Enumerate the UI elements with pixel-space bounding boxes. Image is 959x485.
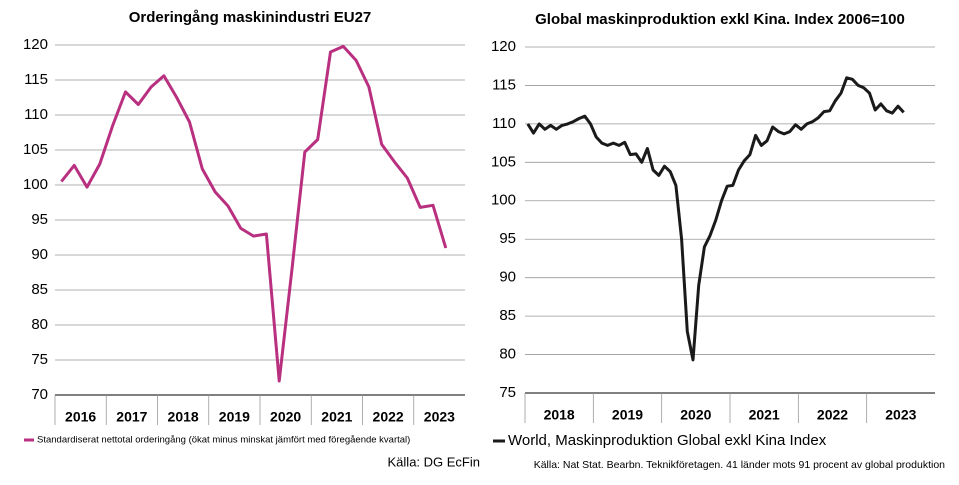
source-note: Källa: Nat Stat. Bearbn. Teknikföretagen… xyxy=(534,459,945,471)
y-tick-label: 95 xyxy=(499,230,516,247)
x-tick-label: 2022 xyxy=(817,407,848,423)
x-tick-label: 2020 xyxy=(270,409,301,425)
y-tick-label: 105 xyxy=(491,153,516,170)
x-tick-label: 2021 xyxy=(749,407,780,423)
x-tick-label: 2023 xyxy=(424,409,455,425)
y-tick-label: 115 xyxy=(492,76,516,93)
x-tick-label: 2021 xyxy=(321,409,352,425)
y-tick-label: 80 xyxy=(31,316,48,333)
x-tick-label: 2016 xyxy=(65,409,96,425)
y-tick-label: 70 xyxy=(31,386,48,403)
y-tick-label: 85 xyxy=(499,307,516,324)
y-tick-label: 120 xyxy=(491,38,516,55)
y-tick-label: 85 xyxy=(31,281,48,298)
x-tick-label: 2018 xyxy=(544,407,575,423)
x-tick-label: 2020 xyxy=(680,407,711,423)
legend-label: World, Maskinproduktion Global exkl Kina… xyxy=(508,432,827,449)
x-tick-label: 2019 xyxy=(612,407,643,423)
x-tick-label: 2018 xyxy=(168,409,199,425)
y-tick-label: 90 xyxy=(499,269,516,286)
y-tick-label: 100 xyxy=(491,192,516,209)
source-note: Källa: DG EcFin xyxy=(388,454,480,469)
y-tick-label: 95 xyxy=(31,211,48,228)
data-line xyxy=(60,44,448,383)
x-tick-label: 2022 xyxy=(373,409,404,425)
chart-title: Orderingång maskinindustri EU27 xyxy=(129,9,372,26)
legend-label: Standardiserat nettotal orderingång (öka… xyxy=(37,435,410,446)
y-tick-label: 100 xyxy=(23,176,48,193)
y-tick-label: 110 xyxy=(492,115,516,132)
y-tick-label: 105 xyxy=(23,141,48,158)
y-tick-label: 75 xyxy=(31,351,48,368)
x-tick-label: 2023 xyxy=(885,407,916,423)
data-line xyxy=(526,76,905,362)
y-tick-label: 90 xyxy=(31,246,48,263)
y-tick-label: 115 xyxy=(24,71,48,88)
chart-title: Global maskinproduktion exkl Kina. Index… xyxy=(535,11,905,28)
y-tick-label: 75 xyxy=(499,384,516,401)
y-tick-label: 120 xyxy=(23,36,48,53)
y-tick-label: 110 xyxy=(24,106,48,123)
y-tick-label: 80 xyxy=(499,346,516,363)
x-tick-label: 2017 xyxy=(116,409,147,425)
x-tick-label: 2019 xyxy=(219,409,250,425)
